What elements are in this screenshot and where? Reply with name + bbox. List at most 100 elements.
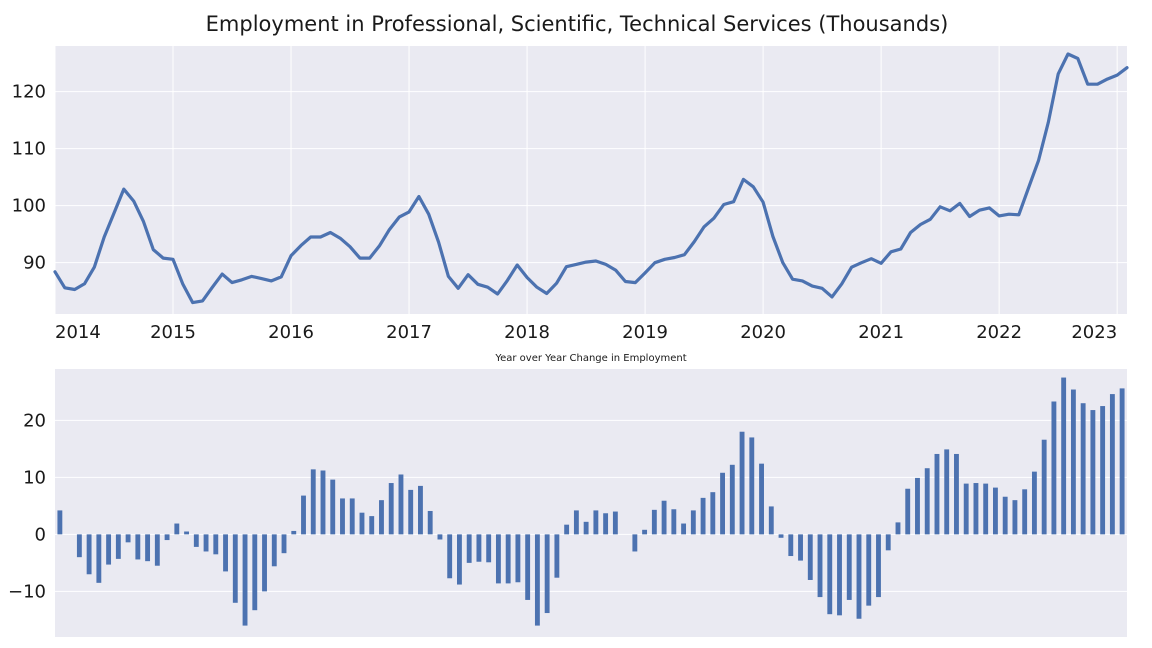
x-tick-label: 2014 <box>55 322 101 343</box>
bar <box>476 534 482 562</box>
bar <box>106 534 112 565</box>
y-tick-label: −10 <box>8 581 46 602</box>
bar <box>837 534 842 616</box>
bar <box>710 492 716 535</box>
bar <box>554 534 560 578</box>
y-tick-label: 120 <box>12 82 46 103</box>
bar <box>661 500 667 535</box>
bar <box>1031 471 1037 535</box>
bar <box>1051 401 1057 535</box>
bar <box>651 509 657 535</box>
bar <box>388 483 394 535</box>
bar <box>242 534 248 626</box>
bar <box>749 437 755 535</box>
bar <box>427 510 433 535</box>
bar <box>76 534 82 558</box>
bar <box>184 531 189 535</box>
x-tick-label: 2020 <box>740 322 786 343</box>
bar <box>593 510 599 535</box>
bar <box>798 534 803 561</box>
bar <box>866 534 872 606</box>
y-tick-label: 20 <box>23 410 46 431</box>
bar <box>1022 489 1028 535</box>
bar <box>1109 394 1115 535</box>
bar <box>778 534 784 538</box>
x-axis: 2014 2015 2016 2017 2018 2019 2020 2021 2022 2023 <box>55 322 1117 343</box>
bar <box>193 534 199 547</box>
bar <box>398 474 404 535</box>
bar <box>340 498 345 535</box>
bar <box>301 495 306 535</box>
bar <box>369 516 375 535</box>
bar <box>963 483 969 535</box>
bar <box>135 534 141 560</box>
bar <box>349 498 355 535</box>
bar <box>856 534 862 619</box>
bar <box>310 469 316 535</box>
bar <box>905 488 911 535</box>
bar <box>213 534 219 555</box>
y-axis-2: −10 0 10 20 <box>8 410 46 602</box>
plot-area <box>55 46 1127 314</box>
bar <box>768 506 774 535</box>
bar <box>505 534 511 584</box>
bar <box>573 510 579 535</box>
bar <box>145 534 151 562</box>
line-chart: Employment in Professional, Scientific, … <box>12 12 1129 343</box>
bar <box>154 534 160 566</box>
bar <box>700 497 706 535</box>
bar <box>944 449 950 535</box>
y-tick-label: 100 <box>12 196 46 217</box>
bar <box>1100 406 1106 535</box>
bar <box>739 431 745 535</box>
bar <box>720 472 725 535</box>
chart-title: Employment in Professional, Scientific, … <box>206 12 949 36</box>
bar <box>915 477 920 535</box>
bar <box>729 464 735 535</box>
bar <box>232 534 238 603</box>
x-tick-label: 2021 <box>858 322 904 343</box>
bar <box>291 530 297 535</box>
chart-subtitle: Year over Year Change in Employment <box>494 353 686 364</box>
y-tick-label: 10 <box>23 467 46 488</box>
bar <box>983 483 989 535</box>
bar <box>223 534 228 572</box>
bar <box>437 534 443 540</box>
bar <box>846 534 852 600</box>
bar <box>203 534 209 552</box>
bar <box>612 511 618 535</box>
bar <box>924 468 930 535</box>
bar <box>1119 388 1125 535</box>
bar <box>320 470 326 535</box>
bar <box>993 487 998 535</box>
bar <box>876 534 881 598</box>
bar <box>1061 377 1067 535</box>
bar <box>1041 439 1047 535</box>
bar <box>934 453 940 535</box>
bar <box>544 534 550 614</box>
bar <box>954 453 959 535</box>
bar <box>1002 496 1008 535</box>
x-tick-label: 2015 <box>150 322 196 343</box>
x-tick-label: 2017 <box>386 322 432 343</box>
bar <box>632 534 638 552</box>
bar <box>603 513 609 535</box>
y-tick-label: 0 <box>35 524 46 545</box>
x-tick-label: 2018 <box>504 322 550 343</box>
y-tick-label: 110 <box>12 139 46 160</box>
bar <box>125 534 131 543</box>
bar <box>1090 410 1096 535</box>
bar <box>408 489 414 535</box>
x-tick-label: 2019 <box>622 322 668 343</box>
bar <box>1070 389 1076 535</box>
bar <box>252 534 258 611</box>
bar <box>534 534 540 626</box>
y-axis: 90 100 110 120 <box>12 82 46 274</box>
bar <box>262 534 267 592</box>
bar <box>681 523 687 535</box>
bar <box>447 534 453 579</box>
bar <box>57 510 63 535</box>
bar <box>1012 500 1018 535</box>
bar <box>671 509 677 535</box>
x-tick-label: 2016 <box>268 322 314 343</box>
